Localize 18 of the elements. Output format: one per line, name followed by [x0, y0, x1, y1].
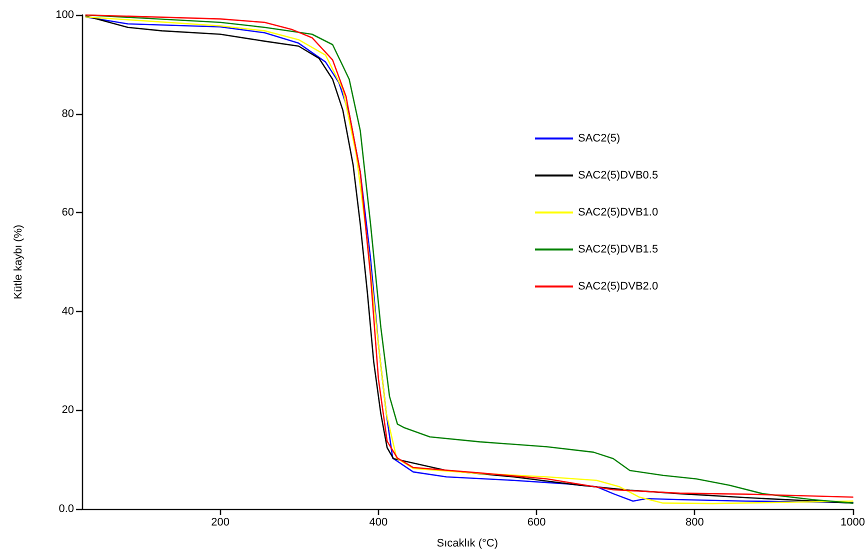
legend-label: SAC2(5)DVB2.0: [578, 280, 658, 292]
x-tick-label: 800: [685, 516, 704, 528]
x-tick-label: 1000: [840, 516, 866, 528]
legend-label: SAC2(5): [578, 132, 620, 144]
y-tick-label: 20: [62, 404, 74, 416]
x-tick-label: 400: [369, 516, 388, 528]
legend-label: SAC2(5)DVB1.5: [578, 244, 658, 256]
x-axis-title: Sıcaklık (°C): [436, 538, 498, 550]
y-tick-label: 0.0: [58, 503, 74, 515]
y-axis-title: Kütle kaybı (%): [12, 224, 24, 300]
x-tick-label: 600: [527, 516, 546, 528]
y-tick-label: 80: [62, 108, 74, 120]
y-tick-label: 60: [62, 206, 74, 219]
legend-label: SAC2(5)DVB0.5: [578, 170, 658, 182]
y-tick-label: 100: [56, 9, 74, 21]
x-tick-label: 200: [211, 516, 230, 528]
legend-label: SAC2(5)DVB1.0: [578, 206, 658, 218]
y-tick-label: 40: [62, 305, 74, 318]
